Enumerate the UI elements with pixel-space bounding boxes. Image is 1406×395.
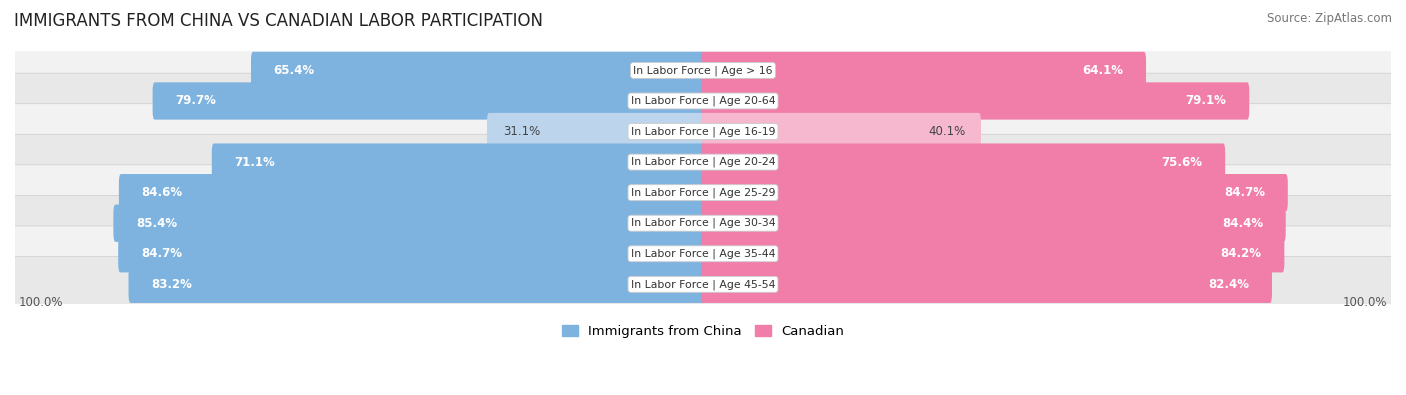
Text: 84.2%: 84.2% xyxy=(1220,247,1261,260)
Text: IMMIGRANTS FROM CHINA VS CANADIAN LABOR PARTICIPATION: IMMIGRANTS FROM CHINA VS CANADIAN LABOR … xyxy=(14,12,543,30)
FancyBboxPatch shape xyxy=(212,143,704,181)
FancyBboxPatch shape xyxy=(702,266,1272,303)
Text: 64.1%: 64.1% xyxy=(1083,64,1123,77)
FancyBboxPatch shape xyxy=(702,205,1285,242)
Text: In Labor Force | Age 20-24: In Labor Force | Age 20-24 xyxy=(631,157,775,167)
Text: 84.6%: 84.6% xyxy=(142,186,183,199)
FancyBboxPatch shape xyxy=(702,174,1288,211)
FancyBboxPatch shape xyxy=(11,256,1395,312)
Text: In Labor Force | Age 35-44: In Labor Force | Age 35-44 xyxy=(631,248,775,259)
FancyBboxPatch shape xyxy=(120,174,704,211)
FancyBboxPatch shape xyxy=(118,235,704,273)
FancyBboxPatch shape xyxy=(153,82,704,120)
Text: 71.1%: 71.1% xyxy=(235,156,276,169)
FancyBboxPatch shape xyxy=(11,196,1395,251)
FancyBboxPatch shape xyxy=(11,104,1395,159)
FancyBboxPatch shape xyxy=(11,73,1395,129)
Text: 65.4%: 65.4% xyxy=(274,64,315,77)
Text: In Labor Force | Age 16-19: In Labor Force | Age 16-19 xyxy=(631,126,775,137)
Text: In Labor Force | Age > 16: In Labor Force | Age > 16 xyxy=(633,65,773,76)
FancyBboxPatch shape xyxy=(486,113,704,150)
Text: 84.7%: 84.7% xyxy=(1225,186,1265,199)
Text: 79.7%: 79.7% xyxy=(176,94,217,107)
FancyBboxPatch shape xyxy=(11,43,1395,98)
Text: In Labor Force | Age 30-34: In Labor Force | Age 30-34 xyxy=(631,218,775,228)
Text: In Labor Force | Age 45-54: In Labor Force | Age 45-54 xyxy=(631,279,775,290)
Text: 83.2%: 83.2% xyxy=(152,278,193,291)
FancyBboxPatch shape xyxy=(702,82,1250,120)
Text: Source: ZipAtlas.com: Source: ZipAtlas.com xyxy=(1267,12,1392,25)
Text: 31.1%: 31.1% xyxy=(503,125,540,138)
Text: 82.4%: 82.4% xyxy=(1208,278,1250,291)
FancyBboxPatch shape xyxy=(11,226,1395,282)
FancyBboxPatch shape xyxy=(11,165,1395,220)
FancyBboxPatch shape xyxy=(128,266,704,303)
Text: 100.0%: 100.0% xyxy=(18,295,63,308)
Text: 84.7%: 84.7% xyxy=(141,247,181,260)
FancyBboxPatch shape xyxy=(114,205,704,242)
FancyBboxPatch shape xyxy=(702,113,981,150)
Text: 85.4%: 85.4% xyxy=(136,217,177,230)
Legend: Immigrants from China, Canadian: Immigrants from China, Canadian xyxy=(557,320,849,343)
Text: 84.4%: 84.4% xyxy=(1222,217,1263,230)
FancyBboxPatch shape xyxy=(11,134,1395,190)
Text: 40.1%: 40.1% xyxy=(928,125,965,138)
FancyBboxPatch shape xyxy=(702,143,1225,181)
Text: In Labor Force | Age 25-29: In Labor Force | Age 25-29 xyxy=(631,187,775,198)
Text: 79.1%: 79.1% xyxy=(1185,94,1226,107)
FancyBboxPatch shape xyxy=(702,235,1284,273)
FancyBboxPatch shape xyxy=(702,52,1146,89)
FancyBboxPatch shape xyxy=(252,52,704,89)
Text: In Labor Force | Age 20-64: In Labor Force | Age 20-64 xyxy=(631,96,775,106)
Text: 100.0%: 100.0% xyxy=(1343,295,1388,308)
Text: 75.6%: 75.6% xyxy=(1161,156,1202,169)
